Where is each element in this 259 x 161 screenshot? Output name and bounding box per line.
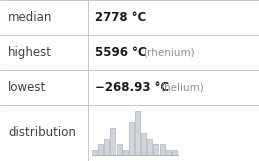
Text: lowest: lowest [8,81,46,94]
Bar [153,144,159,155]
Bar [172,150,177,155]
Bar [104,138,109,155]
Text: (rhenium): (rhenium) [143,47,195,57]
Bar [141,133,146,155]
Text: 5596 °C: 5596 °C [95,46,147,59]
Bar [123,150,128,155]
Bar [117,144,122,155]
Bar [129,122,134,155]
Bar [98,144,103,155]
Bar [92,150,97,155]
Text: highest: highest [8,46,52,59]
Bar [110,128,116,155]
Bar [135,111,140,155]
Bar [147,138,152,155]
Text: (helium): (helium) [160,82,204,93]
Text: median: median [8,11,52,24]
Text: −268.93 °C: −268.93 °C [95,81,169,94]
Text: distribution: distribution [8,127,76,139]
Text: 2778 °C: 2778 °C [95,11,146,24]
Bar [166,150,171,155]
Bar [160,144,165,155]
